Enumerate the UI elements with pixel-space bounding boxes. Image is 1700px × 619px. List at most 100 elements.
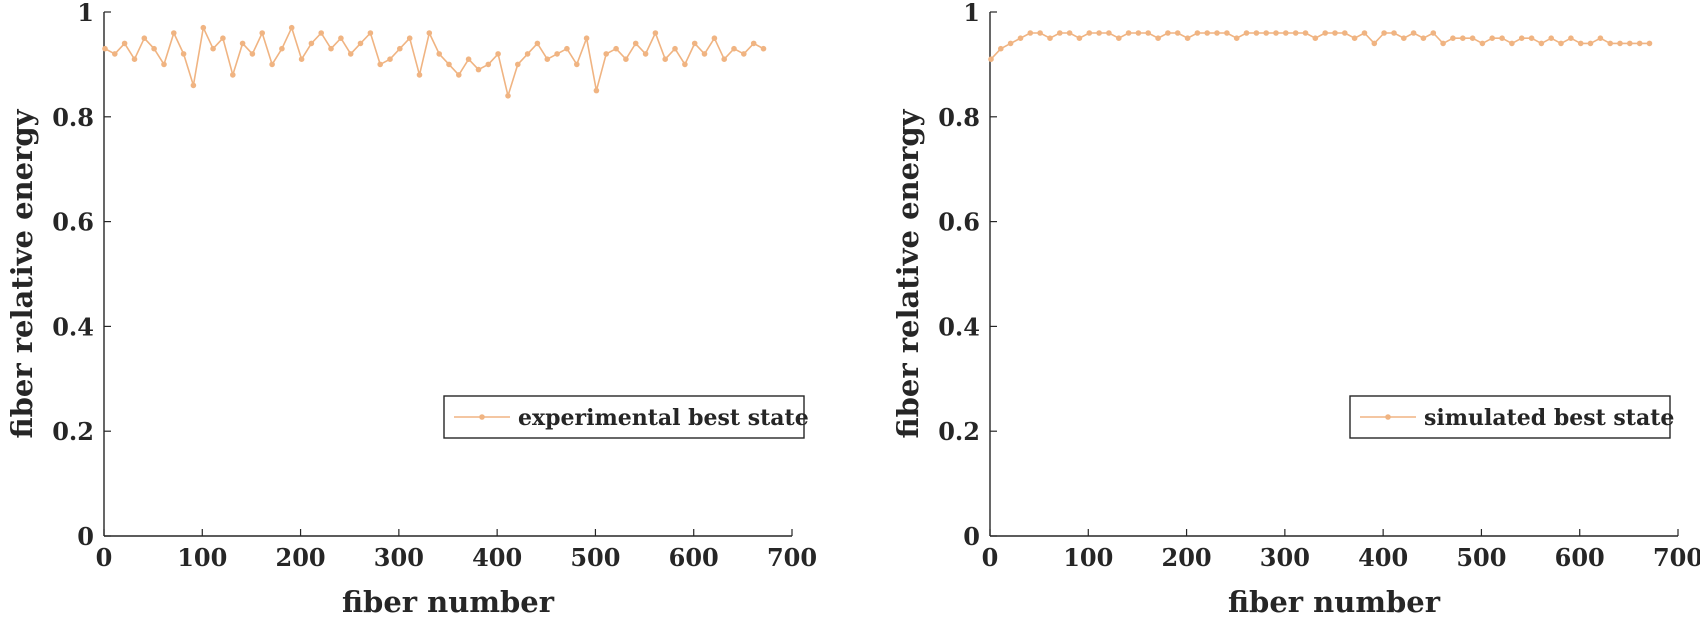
legend-label: experimental best state — [518, 405, 809, 431]
data-point — [338, 35, 344, 41]
x-tick-label: 600 — [669, 543, 719, 572]
data-point — [691, 40, 698, 47]
x-tick-label: 300 — [1260, 543, 1310, 572]
data-point — [1469, 35, 1476, 41]
data-point — [1509, 40, 1515, 47]
data-point — [456, 72, 462, 78]
data-point — [1636, 40, 1643, 47]
data-point — [161, 61, 167, 68]
data-point — [1194, 30, 1201, 36]
x-tick-label: 500 — [570, 543, 620, 572]
x-tick-label: 700 — [767, 543, 817, 572]
data-point — [220, 35, 226, 41]
y-tick-label: 0.6 — [938, 208, 980, 237]
data-point — [1086, 30, 1093, 36]
data-point — [1116, 35, 1122, 41]
data-point — [593, 87, 600, 94]
x-tick-label: 100 — [1063, 543, 1113, 572]
data-point — [1391, 30, 1397, 36]
data-point — [180, 51, 187, 57]
y-tick-label: 0.2 — [938, 417, 980, 446]
data-point — [1597, 35, 1604, 41]
data-point — [1558, 40, 1564, 47]
data-point — [750, 40, 757, 47]
data-point — [1037, 30, 1043, 36]
data-point — [554, 51, 560, 57]
x-tick-label: 300 — [374, 543, 424, 572]
x-tick-label: 100 — [177, 543, 227, 572]
data-point — [1204, 30, 1210, 36]
data-point — [436, 51, 443, 57]
data-point — [642, 51, 649, 57]
data-point — [377, 61, 384, 68]
data-point — [1460, 35, 1466, 41]
series-0 — [988, 30, 1653, 62]
data-point — [171, 30, 177, 36]
data-point — [1420, 35, 1427, 41]
data-point — [259, 30, 266, 36]
x-tick-label: 600 — [1555, 543, 1605, 572]
data-point — [1302, 30, 1309, 36]
data-point — [1489, 35, 1495, 41]
data-point — [1027, 30, 1034, 36]
data-point — [583, 35, 590, 41]
data-point — [1233, 35, 1240, 41]
data-point — [269, 61, 275, 68]
data-point — [1440, 40, 1446, 47]
data-point — [652, 30, 659, 36]
data-point — [367, 30, 374, 36]
left-plot-panel: 0 100 200 300 400 500 600 700 0 0.2 0.4 0.6 0.8 1 fibe… — [5, 0, 817, 619]
data-point — [1528, 35, 1535, 41]
data-point — [1096, 30, 1102, 36]
data-point — [141, 35, 148, 41]
data-point — [632, 40, 639, 47]
y-tick-label: 1 — [963, 0, 980, 27]
y-tick-label: 0.4 — [938, 312, 980, 341]
data-point — [406, 35, 413, 41]
data-point — [151, 45, 157, 52]
y-tick-label: 0 — [77, 522, 94, 551]
data-point — [1312, 35, 1319, 41]
data-point — [672, 45, 678, 52]
data-point — [1371, 40, 1378, 47]
data-point — [1076, 35, 1083, 41]
data-point — [1518, 35, 1525, 41]
data-point — [1184, 35, 1191, 41]
data-point — [230, 72, 236, 78]
data-point — [1017, 35, 1024, 41]
data-point — [1155, 35, 1161, 41]
data-point — [1292, 30, 1299, 36]
data-point — [465, 56, 472, 62]
data-point — [711, 35, 718, 41]
x-tick-label: 400 — [1358, 543, 1408, 572]
y-axis-title: fiber relative energy — [891, 108, 925, 438]
y-axis-title: fiber relative energy — [5, 108, 39, 438]
data-point — [1587, 40, 1594, 47]
data-point — [357, 40, 364, 47]
data-point — [760, 45, 767, 52]
data-point — [534, 40, 541, 47]
data-point — [112, 51, 118, 57]
data-point — [416, 72, 423, 78]
data-point — [1106, 30, 1112, 36]
legend: simulated best state — [1349, 395, 1674, 439]
data-point — [1125, 30, 1132, 36]
legend-swatch-marker — [1385, 414, 1391, 420]
data-point — [524, 51, 531, 57]
data-point — [1332, 30, 1338, 36]
series-0 — [102, 24, 767, 99]
data-point — [701, 51, 708, 57]
x-tick-label: 200 — [1162, 543, 1212, 572]
data-point — [1646, 40, 1653, 47]
data-point — [1410, 30, 1417, 36]
data-point — [1538, 40, 1545, 47]
x-axis-title: fiber number — [1228, 585, 1441, 619]
legend-swatch-marker — [479, 414, 485, 420]
data-point — [249, 51, 256, 57]
data-point — [1607, 40, 1613, 47]
data-point — [1617, 40, 1623, 47]
data-point — [102, 45, 108, 52]
data-point — [446, 61, 452, 68]
data-point — [574, 61, 580, 68]
data-point — [1381, 30, 1387, 36]
